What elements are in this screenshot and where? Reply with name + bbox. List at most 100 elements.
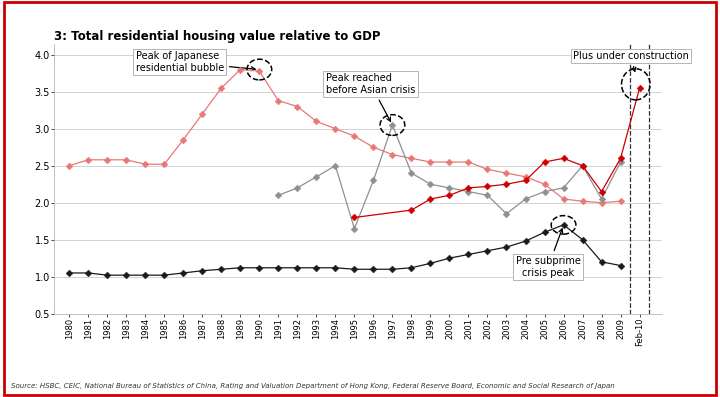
US: [502, 245, 510, 249]
China: [521, 178, 530, 183]
Japan: [331, 126, 340, 131]
US: [274, 265, 283, 270]
Japan: [141, 162, 150, 167]
Japan: [502, 171, 510, 175]
US: [616, 263, 625, 268]
Text: Peak of Japanese
residential bubble: Peak of Japanese residential bubble: [136, 51, 255, 73]
HK: [369, 178, 378, 183]
China: [426, 197, 435, 201]
HK: [598, 197, 606, 201]
HK: [312, 174, 320, 179]
Japan: [426, 160, 435, 164]
Japan: [160, 162, 168, 167]
China: [350, 215, 359, 220]
HK: [483, 193, 492, 198]
HK: [502, 211, 510, 216]
Text: Peak reached
before Asian crisis: Peak reached before Asian crisis: [326, 73, 415, 121]
HK: [407, 171, 415, 175]
Line: HK: HK: [276, 123, 623, 231]
Text: Source: HSBC, CEIC, National Bureau of Statistics of China, Rating and Valuation: Source: HSBC, CEIC, National Bureau of S…: [11, 383, 615, 389]
Japan: [616, 199, 625, 204]
Japan: [483, 167, 492, 172]
Japan: [578, 199, 587, 204]
Japan: [293, 104, 302, 109]
Text: Plus under construction: Plus under construction: [573, 51, 689, 71]
HK: [616, 160, 625, 164]
Line: US: US: [67, 222, 623, 278]
China: [598, 189, 606, 194]
Text: Pre subprime
crisis peak: Pre subprime crisis peak: [516, 229, 581, 278]
US: [179, 271, 188, 276]
HK: [559, 185, 568, 190]
Japan: [388, 152, 397, 157]
US: [388, 267, 397, 272]
US: [445, 256, 454, 260]
Japan: [198, 112, 207, 116]
US: [559, 222, 568, 227]
US: [350, 267, 359, 272]
US: [141, 273, 150, 278]
HK: [274, 193, 283, 198]
Japan: [312, 119, 320, 124]
HK: [445, 185, 454, 190]
US: [369, 267, 378, 272]
US: [578, 237, 587, 242]
US: [255, 265, 264, 270]
US: [103, 273, 112, 278]
US: [236, 265, 245, 270]
HK: [521, 197, 530, 201]
Japan: [445, 160, 454, 164]
Japan: [540, 182, 549, 187]
Japan: [464, 160, 473, 164]
Line: Japan: Japan: [67, 67, 623, 205]
US: [483, 249, 492, 253]
Japan: [369, 145, 378, 150]
China: [578, 163, 587, 168]
HK: [578, 163, 587, 168]
Japan: [407, 156, 415, 161]
Japan: [103, 157, 112, 162]
Japan: [350, 134, 359, 139]
US: [84, 271, 93, 276]
US: [464, 252, 473, 257]
Japan: [122, 157, 130, 162]
US: [312, 265, 320, 270]
US: [407, 265, 415, 270]
US: [65, 271, 73, 276]
US: [331, 265, 340, 270]
China: [502, 182, 510, 187]
China: [445, 193, 454, 198]
Japan: [559, 197, 568, 201]
Japan: [255, 69, 264, 73]
HK: [293, 185, 302, 190]
US: [122, 273, 130, 278]
HK: [350, 226, 359, 231]
US: [540, 230, 549, 235]
HK: [464, 189, 473, 194]
Line: China: China: [352, 86, 642, 220]
China: [407, 208, 415, 212]
HK: [331, 163, 340, 168]
China: [559, 156, 568, 161]
US: [217, 267, 225, 272]
US: [426, 261, 435, 266]
Japan: [179, 137, 188, 142]
US: [160, 273, 168, 278]
US: [598, 260, 606, 264]
Japan: [598, 200, 606, 205]
HK: [540, 189, 549, 194]
Japan: [65, 163, 73, 168]
China: [616, 156, 625, 161]
Japan: [217, 86, 225, 91]
China: [635, 86, 644, 91]
Japan: [274, 98, 283, 103]
HK: [388, 123, 397, 127]
Text: 3: Total residential housing value relative to GDP: 3: Total residential housing value relat…: [54, 29, 380, 42]
China: [483, 184, 492, 189]
China: [540, 160, 549, 164]
Japan: [84, 157, 93, 162]
US: [293, 265, 302, 270]
Japan: [236, 67, 245, 72]
US: [521, 239, 530, 243]
Japan: [521, 174, 530, 179]
